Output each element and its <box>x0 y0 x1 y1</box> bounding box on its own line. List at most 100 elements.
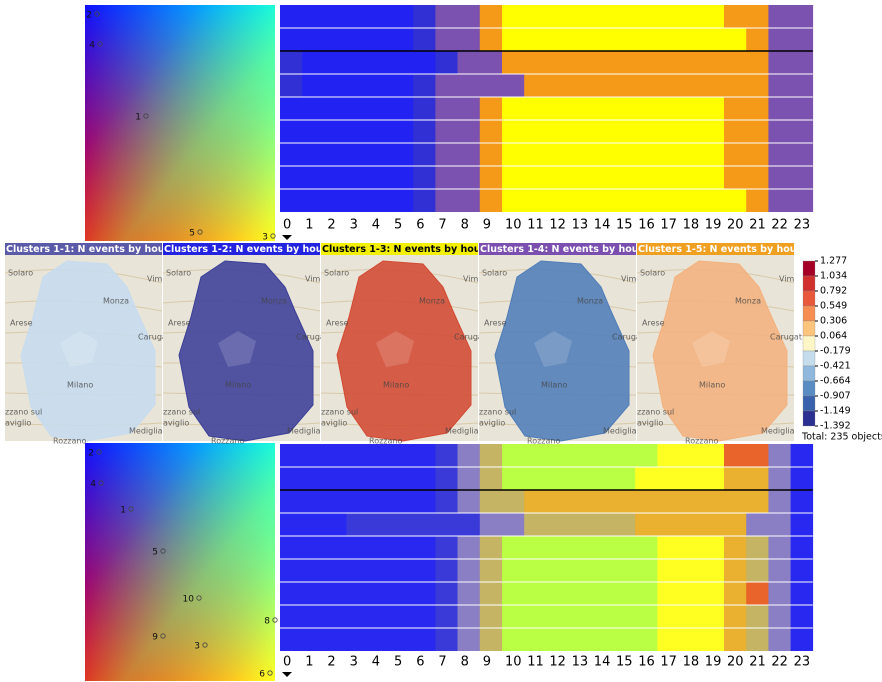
hour-segment <box>280 628 436 651</box>
hour-segment <box>502 143 725 166</box>
map-place-label: Solaro <box>8 269 33 278</box>
hour-segment <box>280 559 436 582</box>
point <box>160 548 166 554</box>
map-place-label: Milano <box>67 381 93 390</box>
hour-segment <box>746 605 769 628</box>
legend-label: -1.149 <box>820 406 851 417</box>
hour-segment <box>435 97 481 120</box>
hour-segment <box>768 143 814 166</box>
point <box>160 633 166 639</box>
hour-segment <box>502 628 658 651</box>
legend-swatch <box>802 380 816 397</box>
point <box>143 113 149 119</box>
hour-segment <box>435 28 481 51</box>
hour-segment <box>768 582 791 605</box>
hour-segment <box>435 605 458 628</box>
map-panel: Solaro Monza Vim Arese Carugat Milano Mediglia… <box>162 243 328 446</box>
hour-segment <box>479 120 503 143</box>
legend-swatch <box>802 275 816 292</box>
map-place-label: aviglio <box>321 419 347 428</box>
map-place-label: Monza <box>103 297 129 306</box>
hour-segment <box>790 559 814 582</box>
hour-segment <box>657 559 725 582</box>
map-place-label: Solaro <box>640 269 665 278</box>
map-region-detail <box>60 331 98 367</box>
point <box>196 595 202 601</box>
map-region-detail <box>692 331 730 367</box>
hour-segment <box>479 189 503 212</box>
hour-marker <box>282 235 292 240</box>
hour-segment <box>502 97 725 120</box>
hour-label: 22 <box>771 218 788 233</box>
hour-segment <box>479 166 503 189</box>
hour-segment <box>657 628 725 651</box>
map-title: Clusters 1-5: N events by hours (mean- <box>638 244 848 255</box>
map-panel: Solaro Monza Vim Arese Carugat Milano Mediglia… <box>478 243 644 446</box>
hour-segment <box>724 444 769 467</box>
map-place-label: zzano sul <box>321 408 358 417</box>
hour-segment <box>790 513 814 536</box>
hour-label: 21 <box>749 218 766 233</box>
legend-label: 1.277 <box>820 256 847 267</box>
map-place-label: Vim <box>147 275 163 284</box>
map-place-label: Solaro <box>166 269 191 278</box>
hour-segment <box>768 490 791 513</box>
hour-segment <box>479 605 503 628</box>
hour-segment <box>746 628 769 651</box>
hour-label: 6 <box>416 655 424 670</box>
map-place-label: Monza <box>261 297 287 306</box>
map-region <box>336 260 472 442</box>
hour-segment <box>280 120 414 143</box>
hour-segment <box>457 582 481 605</box>
legend-swatch <box>802 305 816 322</box>
hour-segment <box>524 74 769 97</box>
legend-label: 0.064 <box>820 331 847 342</box>
map-place-label: Arese <box>484 319 507 328</box>
hour-segment <box>724 5 769 28</box>
hour-segment <box>280 582 436 605</box>
map-title-bar <box>163 243 320 255</box>
legend-total: Total: 235 objects <box>801 432 882 443</box>
point-label: 4 <box>90 480 96 490</box>
hour-segment <box>768 189 814 212</box>
point <box>270 233 276 239</box>
hour-label: 1 <box>305 218 313 233</box>
map-region <box>652 260 788 442</box>
hour-label: 3 <box>350 218 358 233</box>
hour-label: 11 <box>527 218 544 233</box>
hour-segment <box>479 628 503 651</box>
hour-segment <box>768 74 814 97</box>
hour-segment <box>790 490 814 513</box>
map-place-label: Rozzano <box>685 437 718 446</box>
hour-segment <box>280 51 303 74</box>
hour-segment <box>502 467 636 490</box>
point-label: 4 <box>89 41 95 51</box>
hour-label: 13 <box>572 218 589 233</box>
hour-segment <box>790 444 814 467</box>
hour-segment <box>479 582 503 605</box>
hour-segment <box>724 120 769 143</box>
hour-segment <box>413 120 436 143</box>
hour-segment <box>435 582 458 605</box>
point <box>267 670 273 676</box>
point-label: 5 <box>152 548 158 558</box>
hour-label: 23 <box>794 655 811 670</box>
hour-segment <box>768 28 814 51</box>
map-place-label: zzano sul <box>5 408 42 417</box>
hour-label: 14 <box>594 655 611 670</box>
hour-segment <box>502 189 747 212</box>
map-place-label: Carugat <box>612 333 644 342</box>
map-place-label: Rozzano <box>369 437 402 446</box>
hour-segment <box>768 536 791 559</box>
hour-segment <box>746 559 769 582</box>
hour-segment <box>635 467 725 490</box>
hour-segment <box>724 605 747 628</box>
hour-segment <box>435 74 525 97</box>
hour-segment <box>479 444 503 467</box>
map-region <box>178 260 314 442</box>
hour-label: 12 <box>549 218 566 233</box>
map-place-label: Milano <box>699 381 725 390</box>
hour-label: 16 <box>638 218 655 233</box>
hour-segment <box>479 490 503 513</box>
map-place-label: Solaro <box>324 269 349 278</box>
